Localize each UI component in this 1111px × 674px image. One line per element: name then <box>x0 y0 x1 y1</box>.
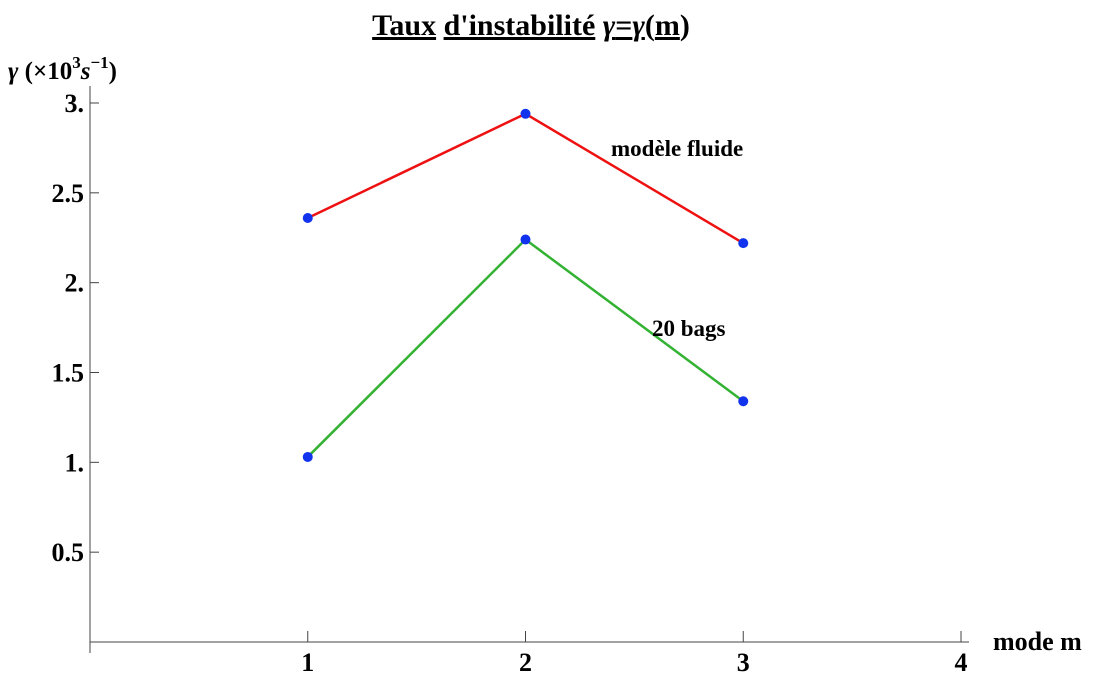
x-axis-label: mode m <box>993 627 1082 656</box>
x-tick-label: 2 <box>519 648 532 674</box>
y-label-gamma: γ <box>8 58 19 85</box>
title-equals: = <box>615 9 632 42</box>
title-gamma-1: γ <box>603 9 616 42</box>
y-label-exp2: −1 <box>90 53 108 72</box>
title-m: m <box>655 9 680 42</box>
series-label-fluid-model: modèle fluide <box>611 136 743 161</box>
y-tick-label: 3. <box>65 89 85 118</box>
y-label-s: s <box>80 58 91 85</box>
series-line-1 <box>306 237 744 458</box>
data-point <box>302 451 313 462</box>
series-label-20-bags: 20 bags <box>652 316 726 341</box>
x-tick-label: 3 <box>737 648 750 674</box>
y-tick-label: 0.5 <box>52 538 85 567</box>
x-tick-label: 1 <box>301 648 314 674</box>
title-word-taux: Taux <box>372 9 436 42</box>
data-point <box>302 212 313 223</box>
y-tick-label: 2. <box>65 269 85 298</box>
series-line-0 <box>307 112 744 245</box>
title-paren-close: ) <box>680 9 690 42</box>
points-layer <box>302 108 749 462</box>
data-point <box>520 234 531 245</box>
x-tick-label: 4 <box>955 648 968 674</box>
y-axis-label: γ (×103s−1) <box>8 53 117 85</box>
series-layer <box>306 112 744 458</box>
data-point <box>520 108 531 119</box>
y-label-exp1: 3 <box>72 53 81 72</box>
ticks-layer: 1 2 3 4 0.5 1. 1.5 2. 2.5 3. <box>52 89 968 674</box>
title-paren-open: ( <box>645 9 655 42</box>
title-word-instabilite: d'instabilité <box>444 9 596 42</box>
y-label-open: (×10 <box>18 58 72 85</box>
y-tick-label: 1.5 <box>52 359 85 388</box>
y-tick-label: 2.5 <box>52 179 85 208</box>
chart-title: Taux d'instabilité γ=γ(m) <box>372 9 690 42</box>
data-point <box>738 238 749 249</box>
data-point <box>738 396 749 407</box>
y-label-close: ) <box>109 58 117 85</box>
title-gamma-2: γ <box>632 9 645 42</box>
y-tick-label: 1. <box>65 448 85 477</box>
